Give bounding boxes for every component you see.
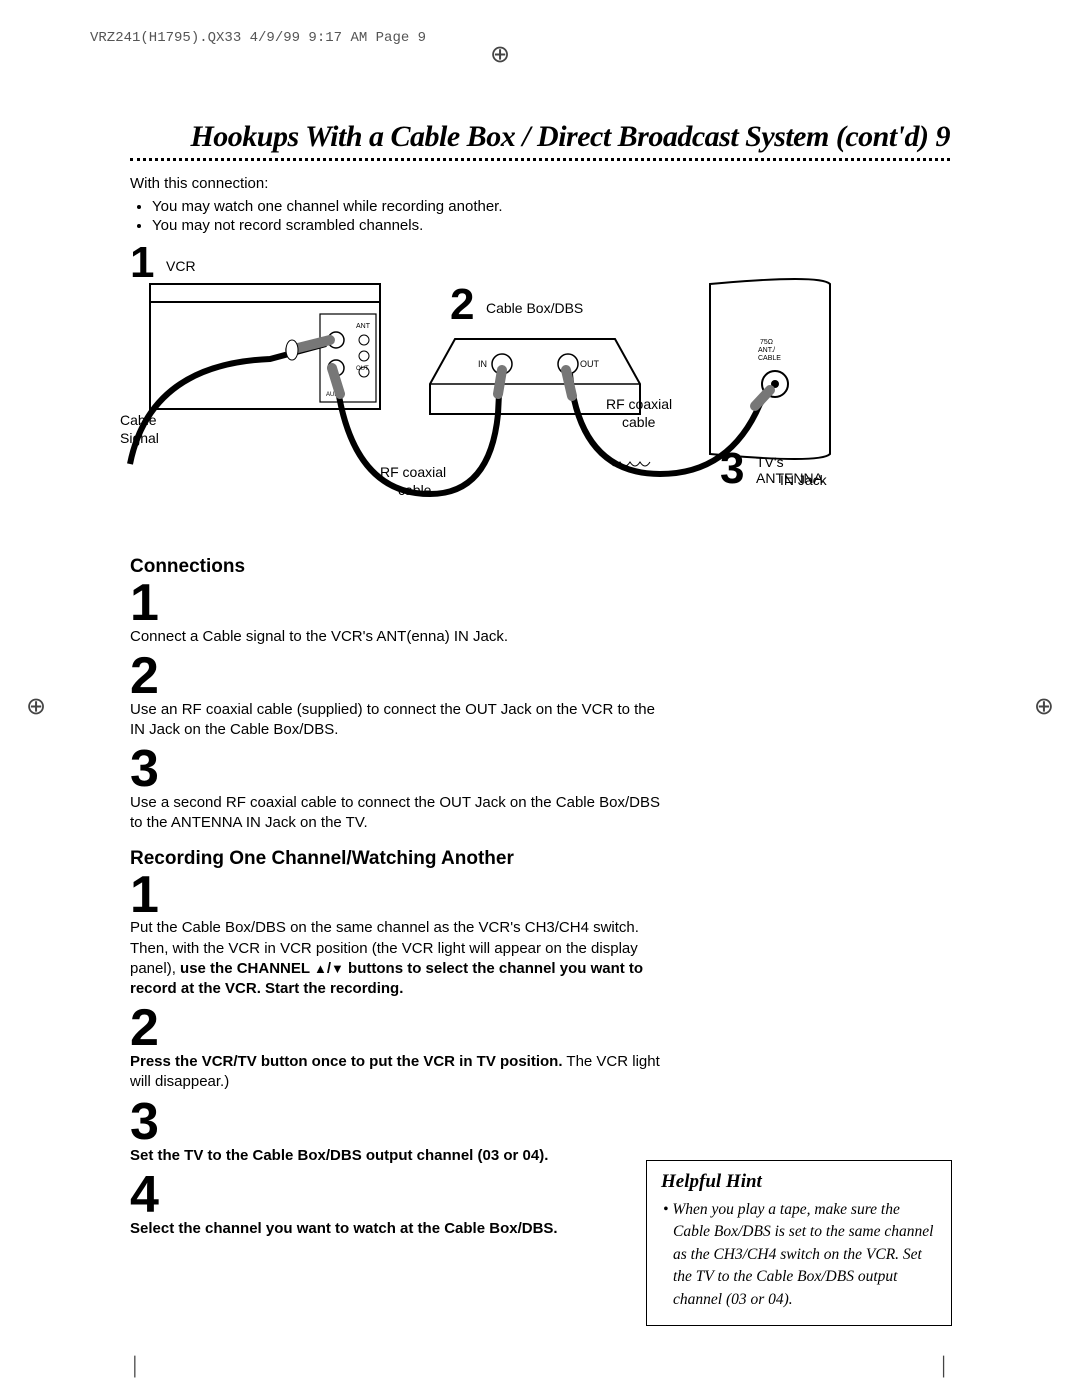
print-header: VRZ241(H1795).QX33 4/9/99 9:17 AM Page 9 <box>90 30 426 46</box>
title-text: Hookups With a Cable Box / Direct Broadc… <box>190 120 928 153</box>
triangle-up-icon: ▲ <box>314 961 327 976</box>
svg-text:ANT: ANT <box>356 323 371 330</box>
diagram-num-2: 2 <box>450 280 474 330</box>
step-number: 2 <box>130 653 950 700</box>
recording-step-1: 1 Put the Cable Box/DBS on the same chan… <box>130 872 950 1000</box>
svg-text:IN: IN <box>478 359 487 369</box>
text-bold: Select the channel you want to watch at … <box>130 1220 558 1237</box>
recording-heading: Recording One Channel/Watching Another <box>130 848 950 870</box>
step-text: Use an RF coaxial cable (supplied) to co… <box>130 700 670 741</box>
diagram-label-rf2b: cable <box>622 414 655 430</box>
diagram-label-rf2a: RF coaxial <box>606 396 672 412</box>
intro-bullets: You may watch one channel while recordin… <box>152 198 950 234</box>
step-text: Set the TV to the Cable Box/DBS output c… <box>130 1146 670 1166</box>
svg-text:ANT./: ANT./ <box>758 347 775 354</box>
svg-text:OUT: OUT <box>356 366 369 372</box>
step-number: 3 <box>130 1099 950 1146</box>
bullet-item: You may not record scrambled channels. <box>152 217 950 234</box>
connection-step-3: 3 Use a second RF coaxial cable to conne… <box>130 746 950 833</box>
title-divider <box>130 158 950 161</box>
triangle-down-icon: ▼ <box>331 961 344 976</box>
diagram-label-cablesig-a: Cable <box>120 412 157 428</box>
connection-step-2: 2 Use an RF coaxial cable (supplied) to … <box>130 653 950 740</box>
svg-text:OUT: OUT <box>580 359 600 369</box>
crop-mark-icon: ⊕ <box>1034 692 1054 721</box>
hookup-diagram: ANT IN OUT AUDIO IN OUT 75Ω ANT./ CABLE <box>120 244 840 544</box>
diagram-label-cablesig-b: Signal <box>120 430 159 446</box>
step-text: Connect a Cable signal to the VCR's ANT(… <box>130 627 670 647</box>
hint-text: When you play a tape, make sure the Cabl… <box>672 1201 933 1308</box>
step-number: 3 <box>130 746 950 793</box>
diagram-num-1: 1 <box>130 238 154 288</box>
svg-text:CABLE: CABLE <box>758 355 781 362</box>
step-text: Select the channel you want to watch at … <box>130 1219 670 1239</box>
svg-text:75Ω: 75Ω <box>760 339 773 346</box>
bullet-icon: • <box>663 1201 668 1218</box>
diagram-label-cablebox: Cable Box/DBS <box>486 300 583 316</box>
page-number: 9 <box>936 120 951 153</box>
text-bold: Set the TV to the Cable Box/DBS output c… <box>130 1147 548 1164</box>
helpful-hint-box: Helpful Hint • When you play a tape, mak… <box>646 1160 952 1326</box>
diagram-label-tv-b: IN Jack <box>780 472 827 488</box>
recording-step-2: 2 Press the VCR/TV button once to put th… <box>130 1005 950 1092</box>
connection-step-1: 1 Connect a Cable signal to the VCR's AN… <box>130 580 950 647</box>
hint-body: • When you play a tape, make sure the Ca… <box>661 1199 939 1311</box>
diagram-label-rf1a: RF coaxial <box>380 464 446 480</box>
text-bold: use the CHANNEL <box>180 960 314 977</box>
crop-mark-icon: │ <box>130 1356 141 1377</box>
intro-text: With this connection: <box>130 175 950 192</box>
diagram-label-rf1b: cable <box>398 482 431 498</box>
step-number: 1 <box>130 872 950 919</box>
bullet-item: You may watch one channel while recordin… <box>152 198 950 215</box>
connections-heading: Connections <box>130 556 950 578</box>
crop-mark-icon: ⊕ <box>490 40 510 69</box>
diagram-num-3: 3 <box>720 444 744 494</box>
step-text: Put the Cable Box/DBS on the same channe… <box>130 918 670 999</box>
crop-mark-icon: ⊕ <box>26 692 46 721</box>
step-number: 1 <box>130 580 950 627</box>
diagram-svg: ANT IN OUT AUDIO IN OUT 75Ω ANT./ CABLE <box>120 244 840 544</box>
page-title: Hookups With a Cable Box / Direct Broadc… <box>130 120 950 154</box>
hint-title: Helpful Hint <box>661 1171 939 1193</box>
step-number: 2 <box>130 1005 950 1052</box>
step-text: Use a second RF coaxial cable to connect… <box>130 793 670 834</box>
diagram-label-vcr: VCR <box>166 258 196 274</box>
step-text: Press the VCR/TV button once to put the … <box>130 1052 670 1093</box>
text-bold: Press the VCR/TV button once to put the … <box>130 1053 563 1070</box>
recording-step-3: 3 Set the TV to the Cable Box/DBS output… <box>130 1099 950 1166</box>
crop-mark-icon: │ <box>939 1356 950 1377</box>
page-content: Hookups With a Cable Box / Direct Broadc… <box>130 120 950 1245</box>
